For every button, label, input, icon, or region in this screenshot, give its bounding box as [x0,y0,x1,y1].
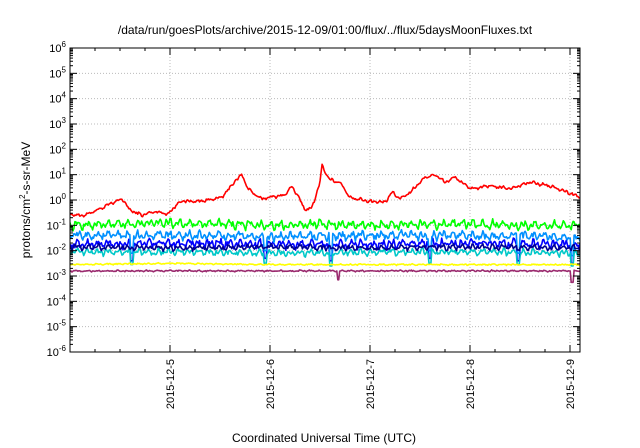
y-tick-exponent: -3 [59,268,67,277]
y-tick-label: 105 [49,65,66,80]
y-tick-base: 10 [49,68,61,80]
y-tick-label: 100 [49,192,66,207]
y-tick-base: 10 [49,94,61,106]
y-tick-exponent: -1 [59,217,67,226]
x-tick-label: 2015-12-7 [365,359,377,409]
y-tick-exponent: 2 [62,141,67,150]
y-tick-base: 10 [49,43,61,55]
y-tick-label: 10-3 [47,268,67,283]
y-tick-exponent: -5 [59,319,67,328]
y-tick-label: 104 [49,91,66,106]
y-axis-label-sup: 2 [18,194,27,199]
x-axis-ticks: 2015-12-5 2015-12-6 2015-12-7 2015-12-8 2015… [94,48,577,409]
y-axis-ticks: 10-610-510-410-310-210-11001011021031041… [47,40,580,359]
y-tick-label: 10-5 [47,319,67,334]
y-tick-base: 10 [47,347,59,359]
y-tick-base: 10 [47,322,59,334]
grid-lines [70,48,580,352]
y-tick-exponent: 6 [62,40,67,49]
y-tick-base: 10 [47,220,59,232]
y-tick-base: 10 [49,170,61,182]
x-tick-label: 2015-12-8 [465,359,477,409]
y-axis-label: protons/cm2-s-sr-MeV [18,142,33,258]
x-tick-label: 2015-12-9 [565,359,577,409]
y-tick-label: 10-6 [47,344,67,359]
y-tick-exponent: 3 [62,116,67,125]
y-tick-exponent: 5 [62,65,67,74]
y-tick-base: 10 [47,271,59,283]
y-tick-label: 10-1 [47,217,67,232]
y-tick-base: 10 [47,246,59,258]
y-tick-base: 10 [49,144,61,156]
y-tick-label: 102 [49,141,66,156]
series-line-2 [70,217,580,232]
y-tick-exponent: 0 [62,192,67,201]
series-line-8 [70,269,580,284]
y-axis-label-pre: protons/cm [19,199,33,258]
y-tick-exponent: 4 [62,91,67,100]
y-tick-exponent: 1 [62,167,67,176]
y-tick-exponent: -4 [59,293,67,302]
y-tick-label: 103 [49,116,66,131]
x-axis-label: Coordinated Universal Time (UTC) [232,431,416,445]
y-tick-label: 106 [49,40,66,55]
series-line-6 [70,242,580,253]
y-tick-exponent: -6 [59,344,67,353]
y-tick-base: 10 [49,195,61,207]
y-tick-label: 10-2 [47,243,67,258]
y-tick-label: 101 [49,167,66,182]
y-tick-exponent: -2 [59,243,67,252]
series-line-7 [70,261,580,267]
series-group [70,163,580,284]
y-tick-base: 10 [47,296,59,308]
y-axis-label-post: -s-sr-MeV [19,142,33,195]
series-line-4 [70,228,580,257]
y-tick-base: 10 [49,119,61,131]
x-tick-label: 2015-12-5 [165,359,177,409]
series-line-1 [70,163,580,218]
y-tick-label: 10-4 [47,293,67,308]
x-tick-label: 2015-12-6 [265,359,277,409]
series-line-5 [70,246,580,267]
chart-title: /data/run/goesPlots/archive/2015-12-09/0… [118,23,533,37]
